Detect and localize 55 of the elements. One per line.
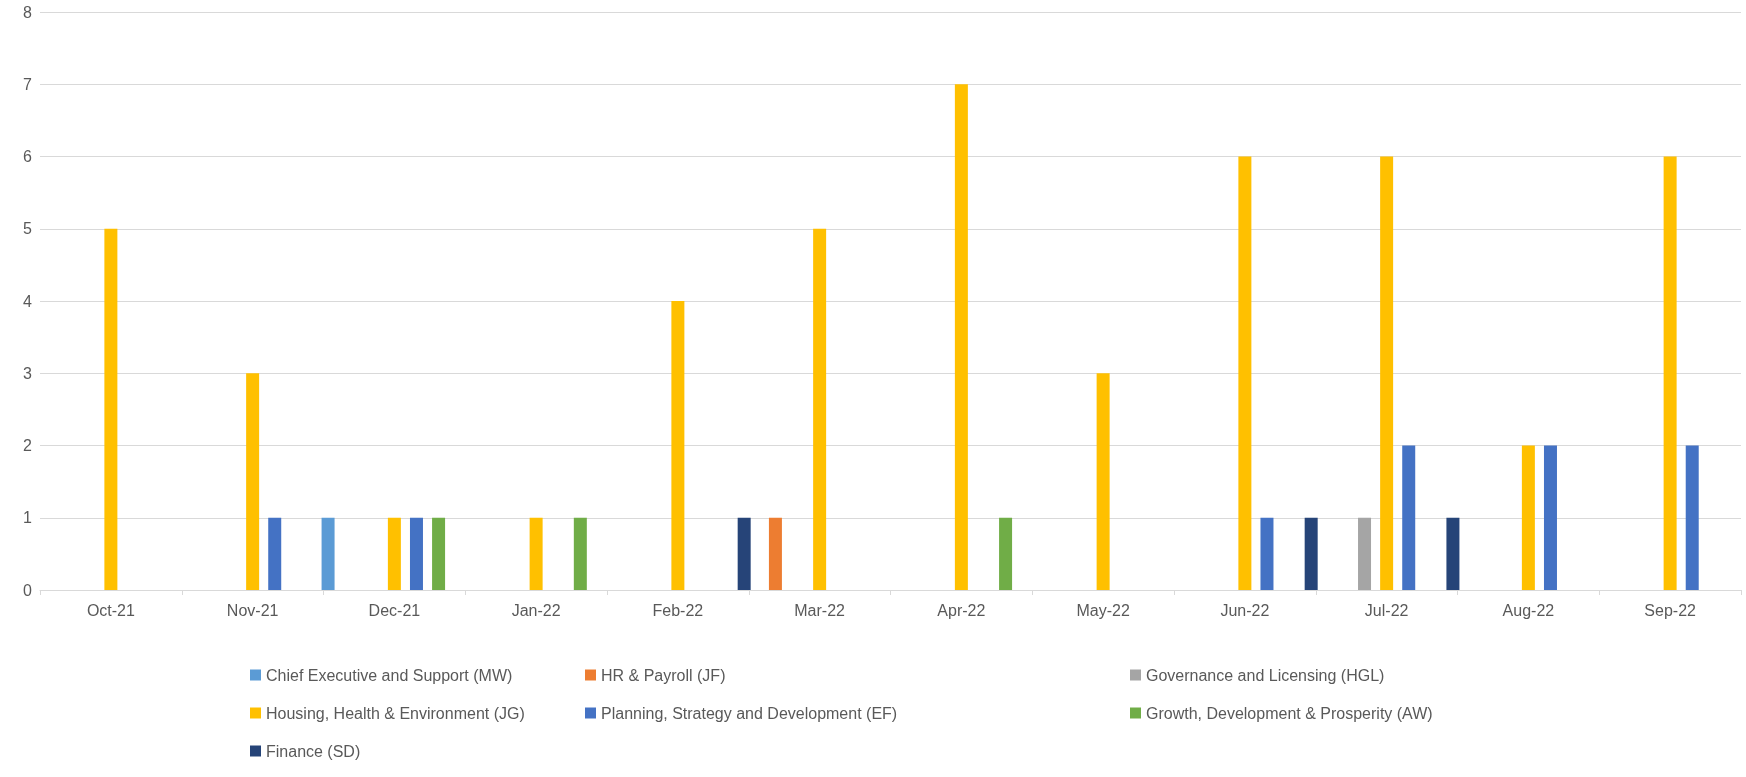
x-tick-label: Sep-22 <box>1644 601 1697 619</box>
legend-label: Growth, Development & Prosperity (AW) <box>1146 704 1433 722</box>
legend-label: Housing, Health & Environment (JG) <box>266 704 525 722</box>
bar <box>1685 445 1699 590</box>
legend-label: Planning, Strategy and Development (EF) <box>601 704 898 722</box>
bar <box>737 517 751 590</box>
bar <box>268 517 282 590</box>
legend-label: Governance and Licensing (HGL) <box>1146 666 1385 684</box>
x-tick-label: Feb-22 <box>652 601 704 619</box>
y-tick-label: 7 <box>23 75 33 93</box>
y-tick-label: 3 <box>23 364 33 382</box>
x-tick-label: Aug-22 <box>1502 601 1555 619</box>
bar <box>573 517 587 590</box>
x-tick-label: Mar-22 <box>794 601 846 619</box>
x-tick-label: May-22 <box>1076 601 1130 619</box>
y-tick-label: 0 <box>23 581 33 599</box>
bar <box>432 517 446 590</box>
bar <box>1238 156 1252 590</box>
bar <box>813 228 827 590</box>
y-tick-label: 1 <box>23 509 33 527</box>
bar <box>387 517 401 590</box>
x-tick-label: Jan-22 <box>511 601 561 619</box>
bar <box>768 517 782 590</box>
x-tick-label: Dec-21 <box>368 601 421 619</box>
x-tick-label: Nov-21 <box>226 601 279 619</box>
x-tick-label: Jul-22 <box>1364 601 1409 619</box>
bar <box>409 517 423 590</box>
y-tick-label: 2 <box>23 437 33 454</box>
bar <box>1521 445 1535 590</box>
bar <box>999 517 1013 590</box>
x-tick-label: Apr-22 <box>937 601 986 619</box>
bar <box>1402 445 1416 590</box>
bar <box>1543 445 1557 590</box>
y-tick-label: 8 <box>23 3 33 21</box>
y-tick-label: 5 <box>23 220 33 238</box>
y-tick-label: 4 <box>23 292 33 310</box>
bar <box>1096 373 1110 590</box>
bar <box>1260 517 1274 590</box>
legend-label: HR & Payroll (JF) <box>601 666 726 684</box>
bar <box>104 228 118 590</box>
bar <box>246 373 260 590</box>
x-tick-label: Oct-21 <box>86 601 135 619</box>
bar <box>529 517 543 590</box>
y-tick-label: 6 <box>23 148 33 165</box>
bar <box>1380 156 1394 590</box>
bar <box>1358 517 1372 590</box>
bar <box>1446 517 1460 590</box>
bar <box>321 517 335 590</box>
bar <box>954 84 968 590</box>
bar <box>1304 517 1318 590</box>
x-tick-label: Jun-22 <box>1220 601 1270 619</box>
bar <box>671 301 685 590</box>
legend-label: Chief Executive and Support (MW) <box>266 666 513 684</box>
bar <box>1663 156 1677 590</box>
legend-label: Finance (SD) <box>266 742 361 760</box>
